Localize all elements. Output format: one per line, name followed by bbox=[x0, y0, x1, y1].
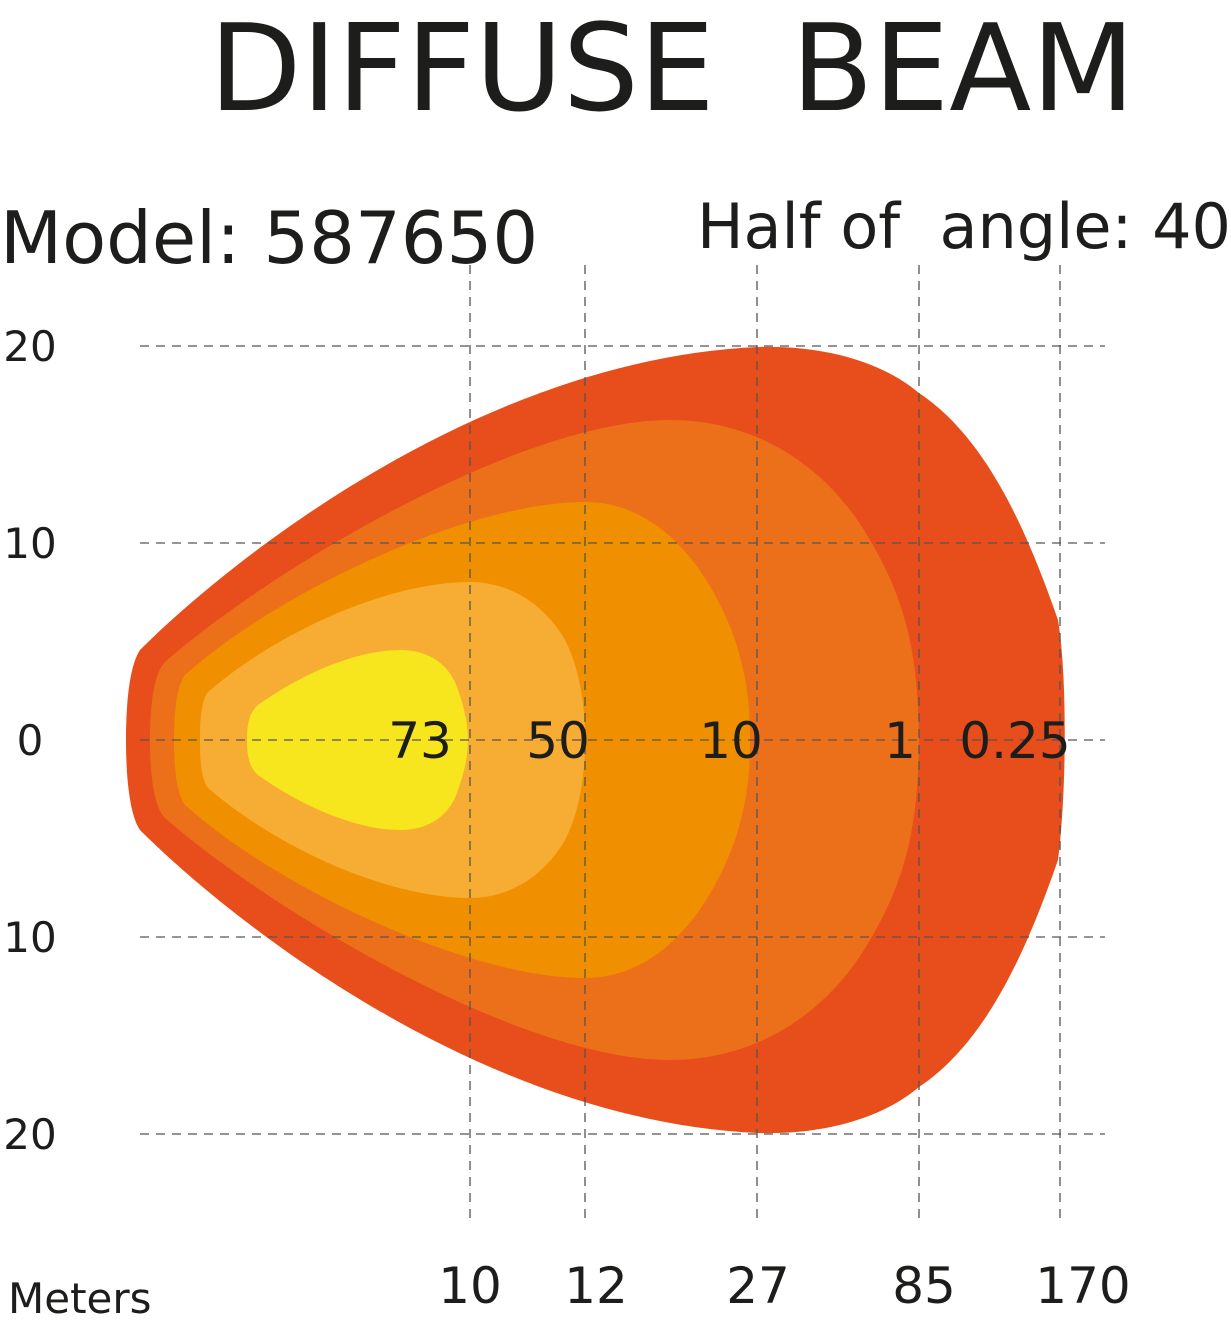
y-tick-label: 20 bbox=[3, 322, 56, 371]
y-tick-label: 0 bbox=[17, 716, 44, 765]
x-tick-label: 12 bbox=[564, 1257, 628, 1315]
beam-zone-4 bbox=[247, 650, 468, 830]
grid-lines bbox=[140, 265, 1105, 1225]
x-tick-labels: 10 12 27 85 170 bbox=[438, 1257, 1131, 1315]
y-tick-label: 20 bbox=[3, 1110, 56, 1159]
angle-label: Half of angle: 40 bbox=[697, 190, 1231, 263]
y-tick-label: 10 bbox=[3, 913, 56, 962]
x-tick-label: 85 bbox=[892, 1257, 956, 1315]
chart-title: DIFFUSE BEAM bbox=[209, 0, 1135, 139]
zone-labels: 0.25 1 10 50 73 bbox=[388, 712, 1070, 770]
zone-label: 0.25 bbox=[959, 712, 1070, 770]
zone-label: 73 bbox=[388, 712, 452, 770]
zone-label: 1 bbox=[884, 712, 916, 770]
x-tick-label: 170 bbox=[1035, 1257, 1130, 1315]
zone-label: 50 bbox=[526, 712, 590, 770]
x-tick-label: 27 bbox=[726, 1257, 790, 1315]
model-label: Model: 587650 bbox=[0, 196, 538, 280]
zone-label: 10 bbox=[699, 712, 763, 770]
x-tick-label: 10 bbox=[438, 1257, 502, 1315]
y-tick-label: 10 bbox=[3, 519, 56, 568]
y-tick-labels: 20 10 0 10 20 bbox=[3, 322, 56, 1159]
x-axis-label: Meters bbox=[8, 1274, 152, 1321]
